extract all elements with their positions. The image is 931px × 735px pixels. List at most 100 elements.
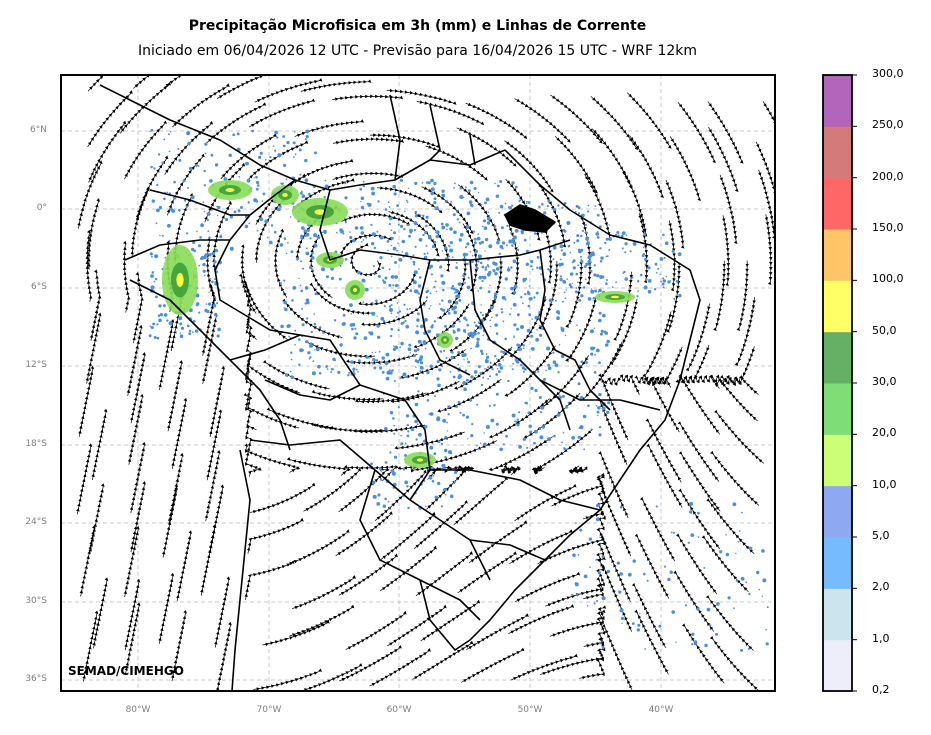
precip-cell: [357, 270, 361, 275]
precip-cell: [447, 299, 452, 304]
precip-cell: [408, 234, 411, 238]
precip-cell: [313, 313, 316, 315]
precip-cell: [400, 442, 404, 446]
precip-cell: [636, 280, 640, 283]
precip-cell: [672, 531, 676, 534]
precip-cell: [167, 133, 170, 136]
precip-cell: [469, 331, 473, 335]
precip-cell: [431, 245, 436, 249]
precip-cell: [629, 250, 632, 253]
precip-cell: [477, 254, 482, 259]
precip-cell: [404, 442, 407, 445]
precip-cell: [568, 283, 572, 286]
precip-cell: [516, 249, 518, 251]
precip-cell: [447, 311, 451, 315]
precip-cell: [316, 235, 321, 240]
precip-cell: [455, 262, 458, 264]
precip-cell: [540, 273, 542, 276]
streamline: [289, 606, 354, 637]
precip-cell: [404, 252, 409, 256]
precip-cell: [765, 628, 767, 631]
precip-cell: [388, 223, 391, 226]
precip-cell: [423, 342, 427, 346]
precip-cell: [514, 420, 516, 422]
precip-cell: [355, 332, 359, 336]
precip-cell: [545, 369, 547, 372]
streamline: [604, 626, 633, 691]
precip-cell: [596, 274, 600, 278]
precip-cell: [246, 178, 251, 183]
streamline: [462, 223, 479, 291]
precip-cell: [761, 549, 765, 553]
precip-cell: [398, 257, 403, 262]
precip-cell: [214, 248, 219, 253]
precip-cell: [584, 361, 588, 364]
precip-cell: [272, 145, 275, 147]
precip-cell: [301, 307, 304, 310]
precip-cell: [485, 425, 490, 429]
precip-cell: [453, 187, 455, 189]
precip-cell: [675, 641, 677, 643]
precip-cell: [386, 352, 390, 355]
precip-cell: [156, 323, 159, 326]
precip-cell: [502, 320, 505, 323]
precip-cell: [407, 187, 410, 189]
precip-cell: [414, 402, 419, 407]
precip-cell: [154, 277, 158, 281]
precip-cell: [465, 246, 467, 249]
precip-cell: [451, 256, 454, 258]
precip-cell: [150, 274, 154, 278]
precip-cell: [153, 336, 157, 339]
precip-cell: [479, 442, 482, 444]
precip-cell: [597, 571, 601, 575]
streamline: [535, 428, 593, 470]
precip-cell: [437, 440, 441, 443]
precip-cell: [549, 252, 552, 255]
streamline: [641, 499, 676, 562]
precip-cell: [442, 288, 445, 292]
precip-cell: [605, 255, 608, 258]
precip-cell: [565, 405, 568, 409]
precip-cell: [504, 298, 507, 301]
precip-cell: [148, 334, 152, 338]
streamline: [648, 445, 683, 508]
precip-cell: [510, 308, 512, 310]
precip-cell: [313, 233, 318, 238]
precip-cell: [152, 322, 156, 326]
precip-cell: [333, 319, 337, 322]
precip-cell: [605, 237, 609, 241]
precip-cell: [520, 229, 525, 234]
precip-cell: [415, 438, 418, 441]
precip-cell: [563, 447, 566, 450]
precip-cell: [518, 411, 521, 414]
precip-cell: [433, 285, 436, 289]
precip-cell: [590, 428, 593, 430]
streamline: [79, 527, 95, 597]
colorbar-frame: [822, 74, 853, 692]
precip-cell: [383, 280, 387, 284]
precip-cell: [158, 318, 162, 323]
precip-cell: [294, 344, 296, 346]
streamline: [508, 225, 520, 294]
precip-cell: [422, 233, 425, 237]
streamline: [665, 179, 685, 248]
precip-cell: [563, 201, 567, 205]
precip-cell: [422, 214, 425, 217]
precip-cell: [417, 390, 420, 393]
precip-cell: [294, 153, 297, 156]
precip-cell: [505, 434, 508, 438]
precip-cell: [593, 371, 597, 374]
precip-cell: [439, 350, 443, 353]
precip-cell: [483, 266, 485, 269]
precip-cell: [466, 242, 470, 246]
streamline: [402, 349, 467, 379]
precip-cell: [678, 293, 682, 298]
precip-cell: [535, 291, 539, 295]
precip-cell: [502, 359, 505, 361]
precip-cell: [415, 376, 419, 380]
precip-cell: [569, 285, 573, 289]
precip-cell: [393, 424, 396, 427]
precip-cell: [371, 232, 376, 237]
precip-cell: [644, 257, 648, 261]
precip-cell: [357, 371, 359, 373]
